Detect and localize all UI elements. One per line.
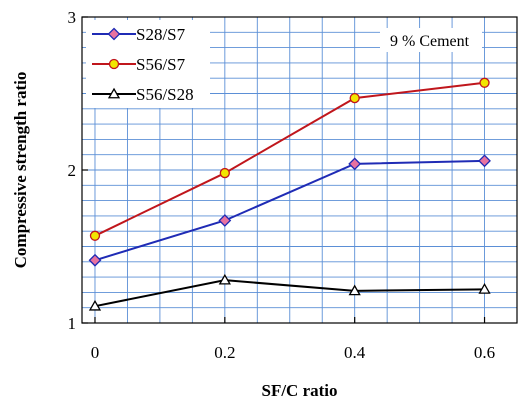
x-tick-label: 0 <box>91 343 100 362</box>
data-point <box>219 167 230 179</box>
data-point <box>88 253 102 267</box>
data-point <box>88 299 102 311</box>
data-point <box>478 154 491 168</box>
legend-item: S56/S28 <box>92 85 194 104</box>
data-point <box>349 92 360 104</box>
data-point <box>348 157 362 171</box>
legend-item: S28/S7 <box>92 25 186 44</box>
y-ticks: 1 2 3 <box>68 8 88 333</box>
y-axis-title: Compressive strength ratio <box>11 72 30 269</box>
legend-label: S56/S28 <box>136 85 194 104</box>
data-point <box>218 273 231 285</box>
series-line <box>94 279 485 308</box>
x-tick-label: 0.4 <box>344 343 366 362</box>
data-point <box>479 77 490 88</box>
series-s28-s7 <box>88 154 491 267</box>
data-point <box>89 230 101 241</box>
y-tick-label: 3 <box>68 8 77 27</box>
x-tick-label: 0.2 <box>214 343 235 362</box>
y-tick-label: 2 <box>68 161 77 180</box>
annotation-text: 9 % Cement <box>390 33 470 50</box>
grid <box>82 17 517 323</box>
legend-marker <box>107 87 121 99</box>
legend-item: S56/S7 <box>92 55 186 74</box>
data-point <box>218 214 232 227</box>
annotation-background <box>380 28 482 52</box>
legend-label: S56/S7 <box>136 55 186 74</box>
series-line <box>94 159 485 262</box>
series-s56-s28 <box>88 273 491 311</box>
legend-label: S28/S7 <box>136 25 186 44</box>
y-tick-label: 1 <box>68 314 77 333</box>
x-axis-title: SF/C ratio <box>261 381 337 400</box>
series-s56-s7 <box>89 77 490 241</box>
data-point <box>478 283 491 294</box>
x-ticks: 0 0.2 0.4 0.6 <box>91 317 495 362</box>
x-tick-label: 0.6 <box>474 343 495 362</box>
legend-marker <box>107 27 121 41</box>
series-group <box>88 77 491 311</box>
legend-marker <box>108 58 120 70</box>
series-line <box>94 81 485 237</box>
legend: S28/S7 S56/S7 S56/S28 <box>86 20 210 108</box>
data-point <box>348 284 361 296</box>
